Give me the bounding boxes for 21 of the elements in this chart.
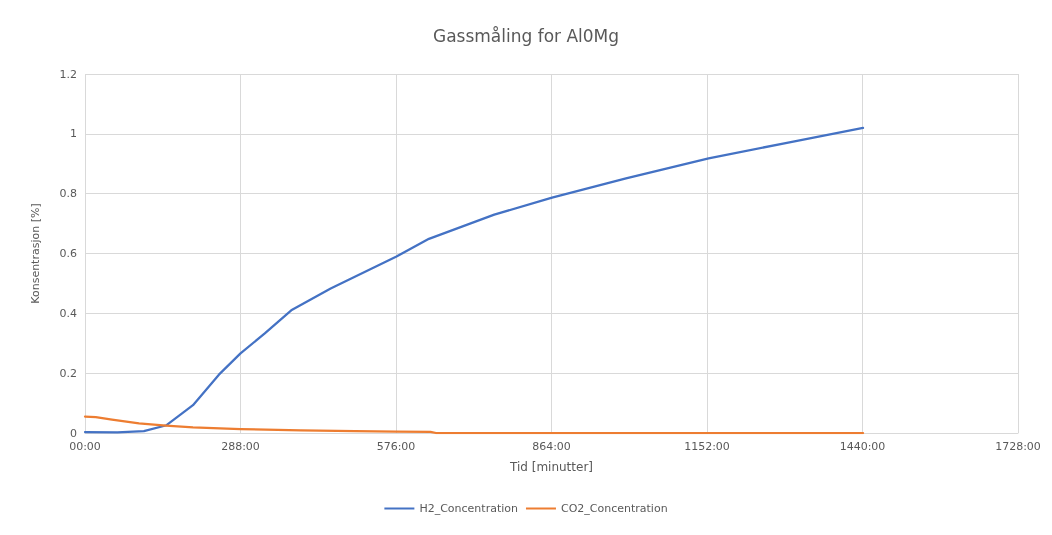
x-tick-label: 1728:00 xyxy=(995,440,1041,453)
y-tick-label: 0 xyxy=(70,426,77,440)
x-tick-label: 1152:00 xyxy=(684,440,730,453)
x-tick-label: 1440:00 xyxy=(839,440,886,453)
y-tick-label: 0.2 xyxy=(59,366,77,380)
line-series xyxy=(83,126,865,434)
x-axis-title: Tid [minutter] xyxy=(508,460,594,474)
y-tick-label: 1 xyxy=(70,127,77,141)
y-tick-label: 0.6 xyxy=(59,247,77,260)
y-tick-label: 0.8 xyxy=(59,187,77,201)
x-tick-label: 00:00 xyxy=(69,440,101,453)
y-tick-label: 0.4 xyxy=(59,306,77,320)
y-axis-title: Konsentrasjon [%] xyxy=(29,203,42,304)
line-series xyxy=(83,415,865,435)
y-tick-label: 1.2 xyxy=(59,67,77,81)
x-tick-label: 576:00 xyxy=(376,440,416,453)
x-tick-label: 288:00 xyxy=(221,440,260,453)
x-tick-label: 864:00 xyxy=(532,440,571,453)
chart-title: Gassmåling for Al0Mg xyxy=(432,25,620,46)
legend-label: H2_Concentration xyxy=(419,502,518,515)
legend-label: CO2_Concentration xyxy=(560,502,668,515)
